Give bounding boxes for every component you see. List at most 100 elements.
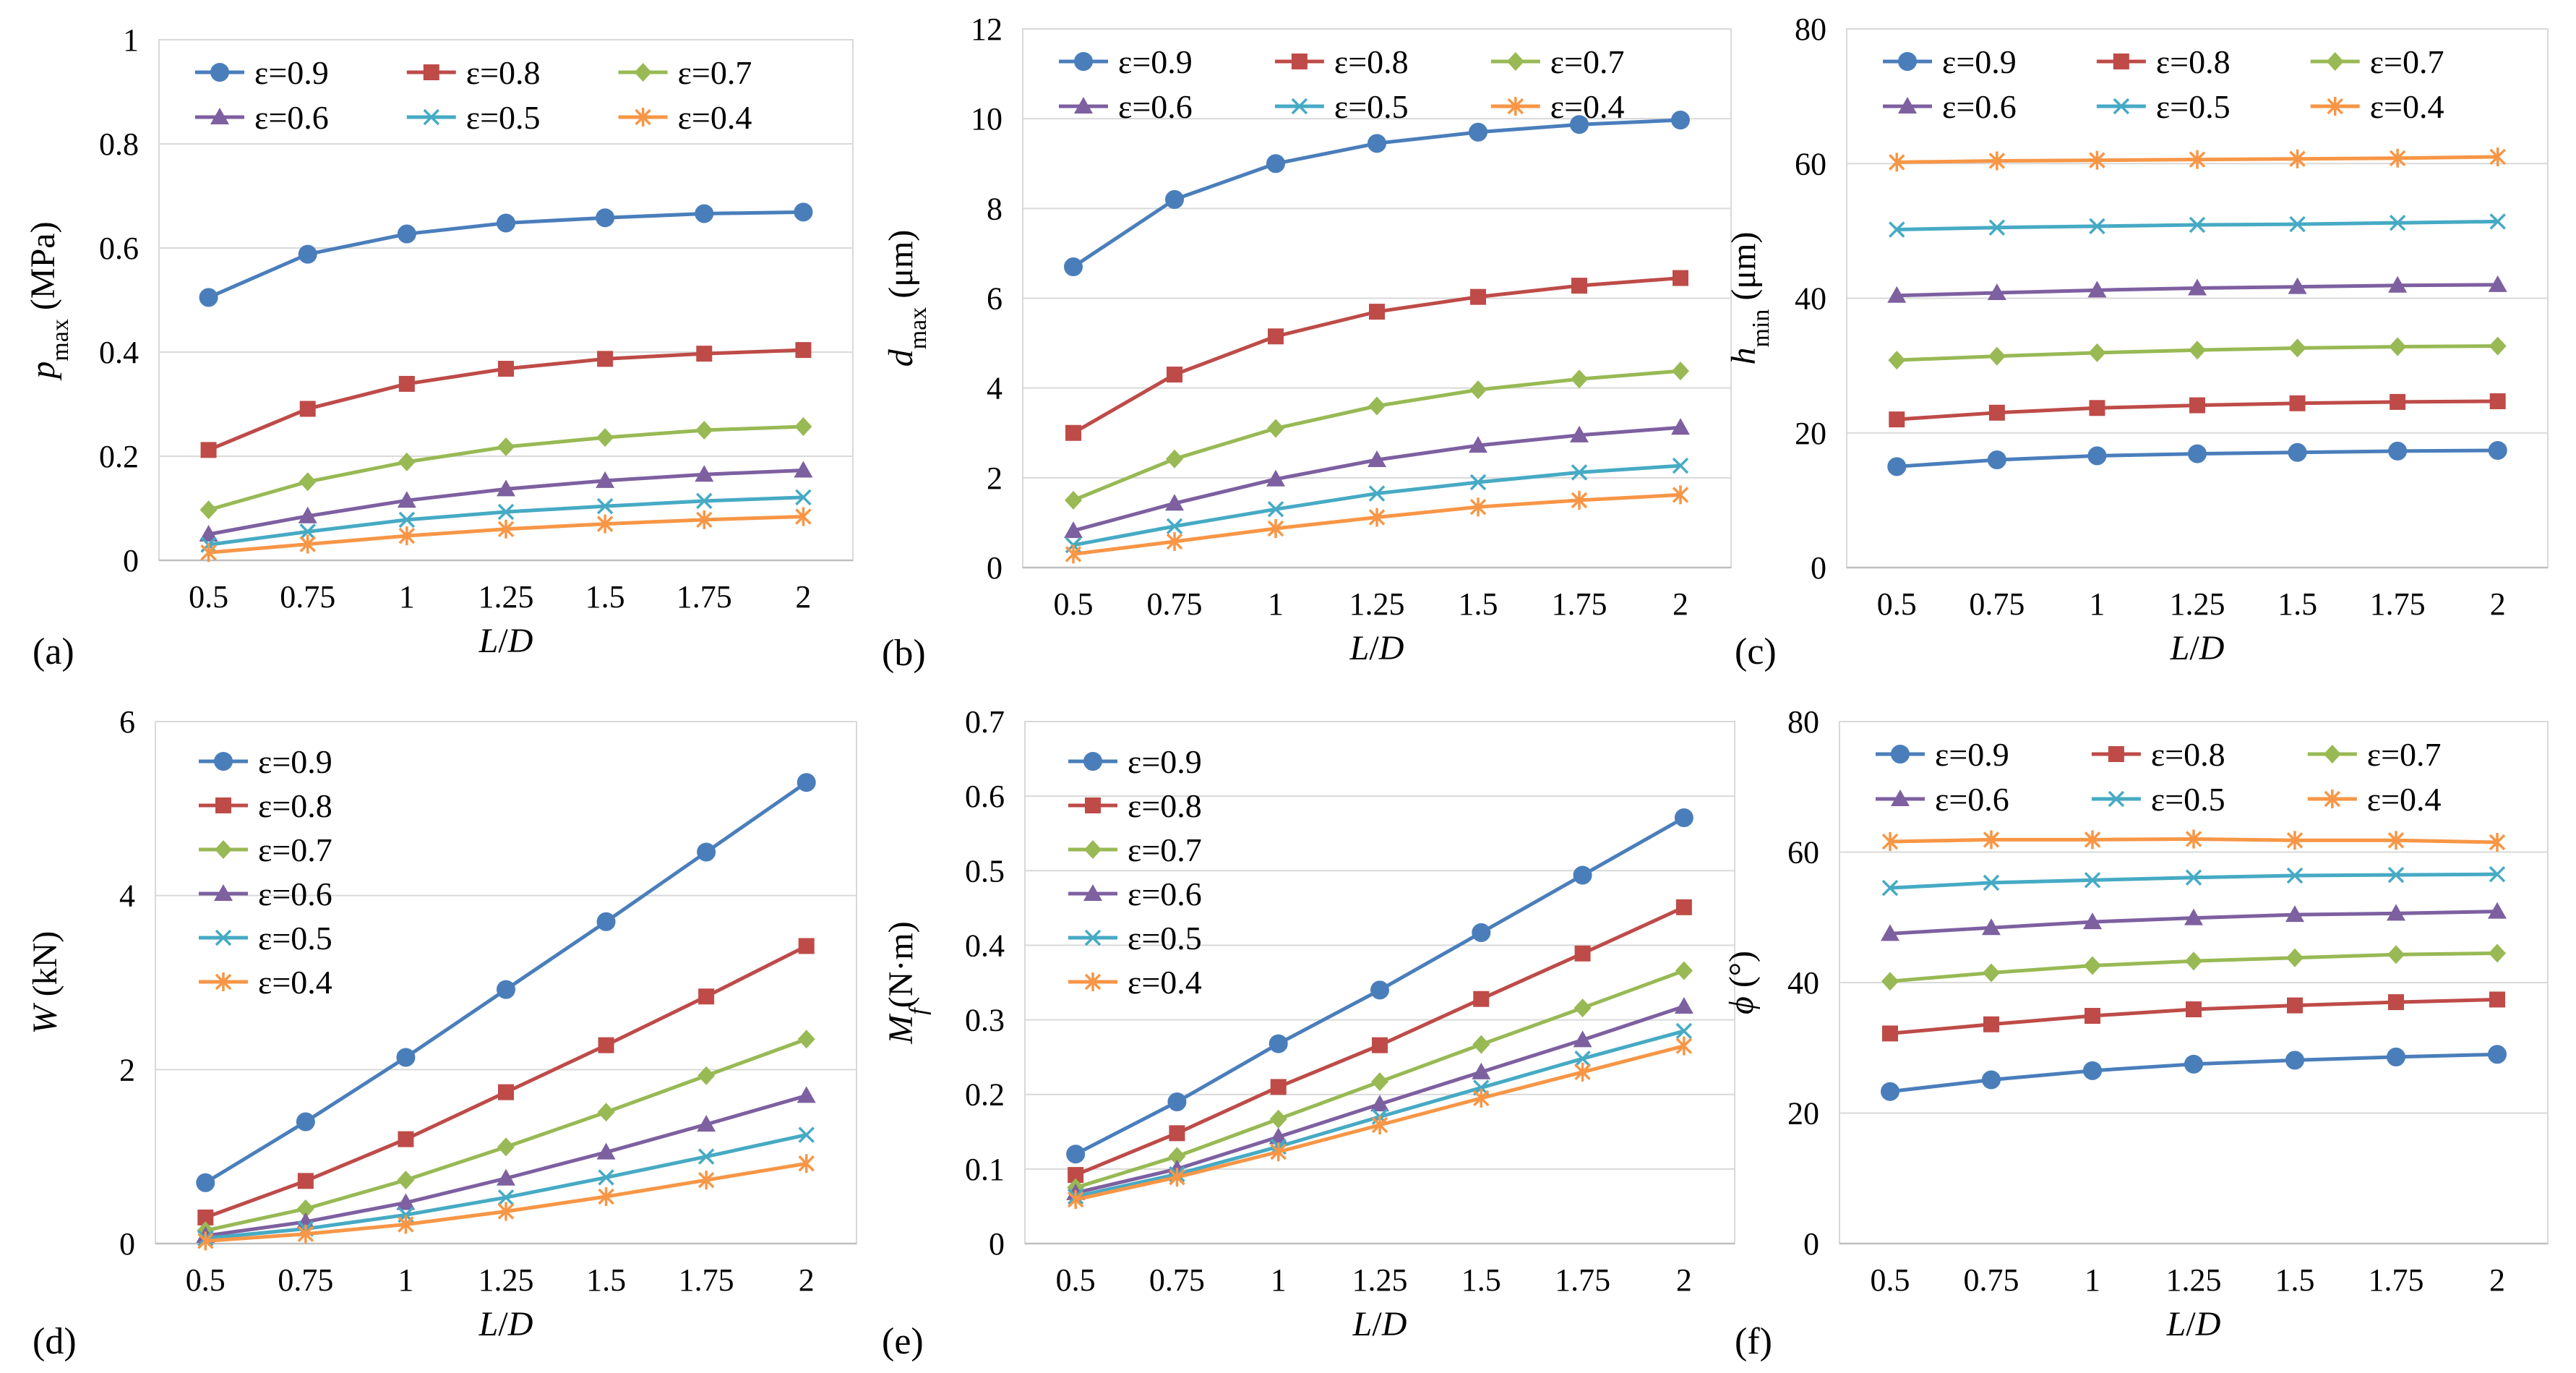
y-tick-label: 0.6: [99, 231, 139, 266]
data-point: [2286, 831, 2304, 850]
data-point: [1065, 424, 1081, 441]
data-point: [1570, 115, 1589, 134]
data-point: [298, 506, 317, 523]
legend: ε=0.9 ε=0.8 ε=0.7 ε=0.6 ε=0.5 ε=0.4: [199, 743, 332, 1001]
x-tick-label: 1.25: [1352, 1262, 1408, 1298]
x-tick-label: 1.75: [679, 1262, 734, 1298]
y-tick-label: 40: [1787, 965, 1819, 1001]
data-point: [2387, 1047, 2405, 1066]
data-point: [1166, 531, 1183, 551]
data-point: [1166, 449, 1183, 469]
data-point: [2285, 905, 2304, 923]
data-point: [2287, 997, 2303, 1014]
data-point: [697, 1171, 715, 1190]
data-point: [1168, 1147, 1186, 1166]
data-point: [2387, 945, 2405, 964]
x-tick-label: 0.75: [280, 579, 335, 615]
data-point: [797, 1030, 815, 1049]
legend-label: ε=0.6: [1942, 88, 2017, 125]
data-point: [1988, 151, 2006, 171]
data-point: [1064, 521, 1083, 539]
y-tick-label: 80: [1787, 704, 1819, 740]
data-point: [1268, 328, 1284, 345]
data-point: [297, 1173, 314, 1189]
data-point: [2089, 400, 2105, 416]
data-point: [1472, 923, 1491, 942]
data-point: [795, 489, 812, 506]
legend-marker: [210, 63, 229, 82]
data-point: [797, 773, 816, 792]
y-tick-label: 60: [1795, 146, 1826, 181]
data-point: [1982, 1070, 2001, 1090]
data-point: [794, 461, 813, 478]
data-point: [2387, 866, 2405, 884]
y-tick-label: 2: [119, 1052, 135, 1087]
y-tick-label: 0.4: [965, 928, 1005, 963]
y-tick-label: 80: [1795, 12, 1826, 47]
data-point: [696, 346, 713, 362]
data-point: [697, 1148, 715, 1165]
x-tick-label: 1.5: [586, 1262, 626, 1298]
y-axis-label: Mf(N·m): [882, 921, 932, 1044]
data-point: [1675, 961, 1693, 980]
legend-label: ε=0.4: [2367, 781, 2442, 818]
legend-marker: [215, 929, 232, 946]
data-point: [2185, 951, 2202, 971]
data-point: [1671, 418, 1690, 435]
data-point: [797, 1086, 816, 1103]
data-point: [497, 1189, 515, 1206]
legend-label: ε=0.8: [2156, 43, 2231, 80]
x-tick-label: 1.25: [2166, 1262, 2222, 1298]
data-point: [596, 514, 614, 534]
data-point: [397, 491, 416, 508]
data-point: [1473, 991, 1490, 1007]
x-tick-label: 0.75: [278, 1262, 333, 1298]
data-point: [1672, 362, 1689, 381]
data-point: [1881, 879, 1899, 897]
data-point: [1469, 497, 1487, 517]
data-point: [2189, 341, 2206, 360]
data-point: [1267, 501, 1284, 518]
legend-label: ε=0.7: [678, 54, 752, 91]
y-tick-label: 0.7: [965, 704, 1005, 740]
data-point: [1370, 1095, 1389, 1112]
data-point: [598, 1187, 614, 1207]
data-point: [1267, 419, 1284, 438]
data-point: [596, 471, 615, 488]
data-point: [696, 492, 713, 510]
legend-label: ε=0.8: [258, 787, 332, 824]
data-point: [398, 511, 416, 529]
y-tick-label: 8: [987, 191, 1003, 226]
legend-marker: [1084, 972, 1102, 991]
y-tick-label: 0: [119, 1226, 135, 1262]
data-point: [2185, 869, 2202, 886]
legend: ε=0.9 ε=0.8 ε=0.7 ε=0.6 ε=0.5 ε=0.4: [1068, 743, 1202, 1001]
data-point: [296, 1112, 315, 1132]
x-tick-label: 1.25: [478, 1262, 534, 1298]
data-point: [1570, 425, 1589, 442]
x-axis-label: L/D: [2170, 629, 2225, 667]
data-point: [2489, 944, 2506, 963]
x-tick-label: 1.75: [1555, 1262, 1610, 1298]
legend-label: ε=0.6: [258, 876, 332, 912]
y-tick-label: 0.5: [965, 853, 1005, 889]
data-point: [398, 375, 415, 392]
legend-label: ε=0.7: [258, 831, 332, 868]
legend-label: ε=0.6: [1128, 876, 1202, 912]
y-tick-label: 20: [1787, 1096, 1819, 1132]
data-point: [1267, 518, 1284, 538]
legend-label: ε=0.4: [1128, 964, 1202, 1001]
data-point: [1167, 1092, 1187, 1112]
y-tick-label: 2: [987, 461, 1003, 496]
y-tick-label: 20: [1795, 416, 1826, 451]
y-tick-label: 1: [123, 22, 139, 58]
chart-d: 0 2 4 6 0.5 0.75 1 1.25 1.5 1.75 2 L/D W (kN) (d) ε=0.…: [26, 704, 857, 1362]
data-point: [1068, 1167, 1084, 1184]
y-tick-label: 0: [989, 1226, 1005, 1262]
data-point: [2189, 150, 2206, 169]
y-tick-label: 60: [1787, 835, 1819, 871]
legend-marker: [2323, 745, 2341, 764]
data-point: [2286, 948, 2304, 967]
data-point: [1988, 404, 2005, 421]
data-point: [1983, 830, 2000, 850]
